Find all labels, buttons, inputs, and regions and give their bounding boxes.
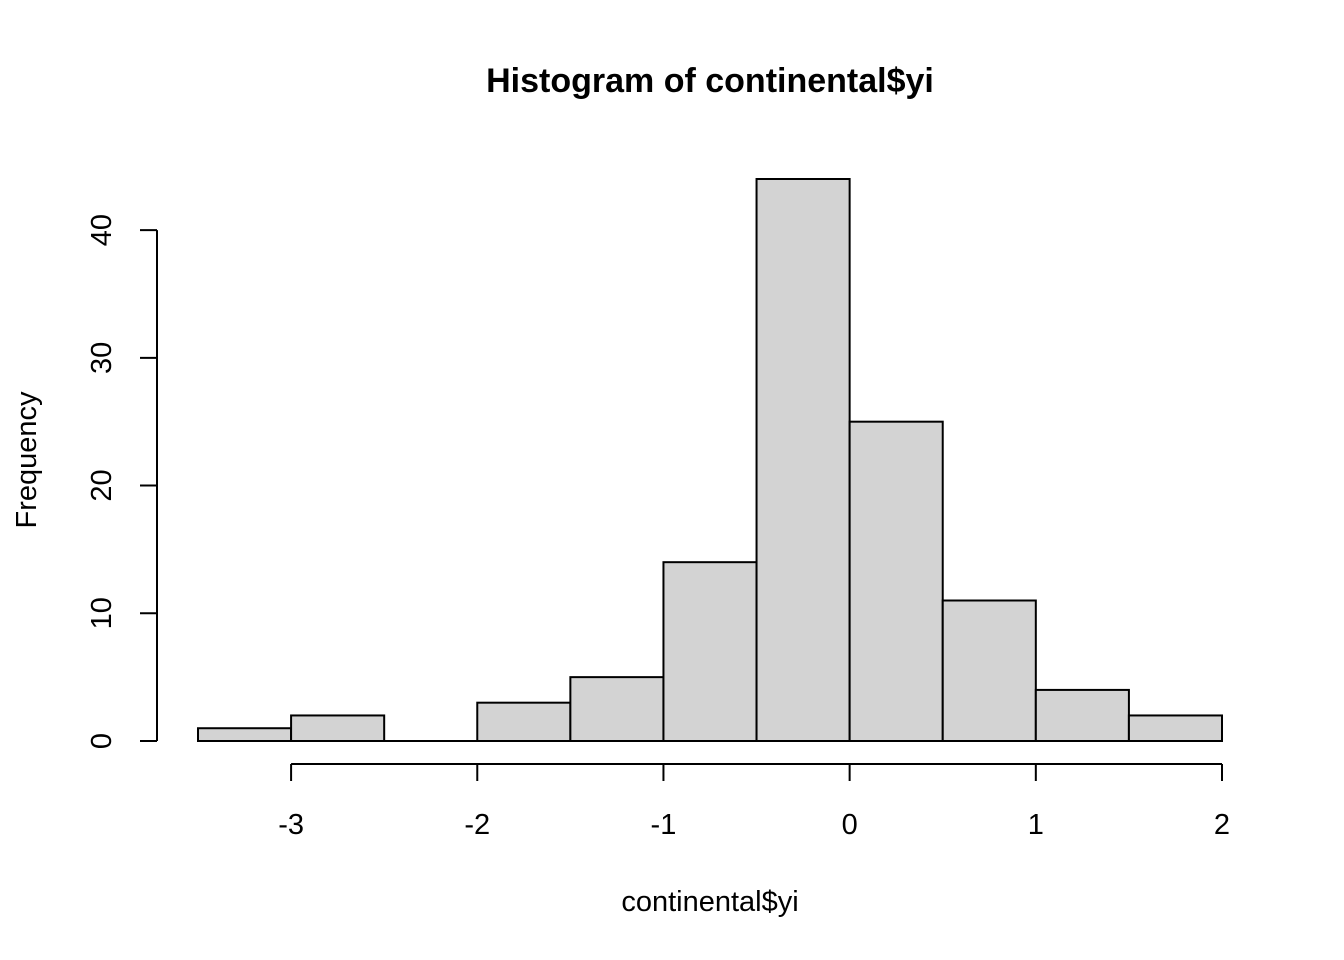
histogram-bar <box>755 178 851 742</box>
x-tick-label: -1 <box>651 809 677 841</box>
y-tick-label: 30 <box>86 342 118 374</box>
histogram-bar <box>848 420 944 742</box>
histogram-bar <box>476 701 572 743</box>
x-tick-label: -3 <box>278 809 304 841</box>
y-tick-label: 10 <box>86 597 118 629</box>
histogram-bar <box>290 714 386 742</box>
x-tick-label: 0 <box>842 809 858 841</box>
histogram-bar <box>941 599 1037 742</box>
y-tick-label: 20 <box>86 469 118 501</box>
y-tick-label: 40 <box>86 214 118 246</box>
chart-title: Histogram of continental$yi <box>486 62 934 100</box>
x-axis-label: continental$yi <box>621 886 798 918</box>
histogram-bar <box>662 561 758 742</box>
y-axis: 0 10 20 30 40 <box>86 214 158 749</box>
y-axis-label: Frequency <box>11 391 43 529</box>
x-tick-label: -2 <box>464 809 490 841</box>
histogram-bar <box>569 676 665 742</box>
y-tick-label: 0 <box>86 733 118 749</box>
x-tick-label: 1 <box>1028 809 1044 841</box>
histogram-bar <box>1127 714 1223 742</box>
x-tick-label: 2 <box>1214 809 1230 841</box>
bars-group <box>197 178 1223 743</box>
histogram-bar <box>1034 688 1130 743</box>
histogram-bar <box>197 727 293 743</box>
x-axis: -3 -2 -1 0 1 2 <box>278 763 1230 841</box>
